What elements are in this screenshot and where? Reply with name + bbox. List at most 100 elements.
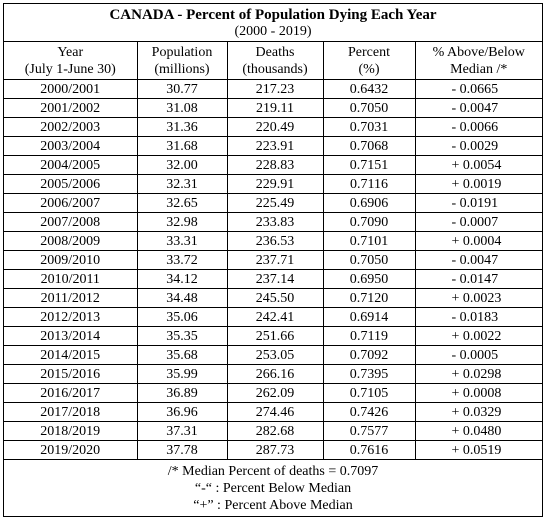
year-cell: 2001/2002 bbox=[4, 98, 138, 118]
above-below-median-cell: - 0.0183 bbox=[414, 307, 542, 327]
table-row: 2005/2006 32.31 229.91 0.7116 + 0.0019 bbox=[4, 174, 542, 194]
deaths-cell: 274.46 bbox=[226, 402, 324, 422]
table-row: 2016/2017 36.89 262.09 0.7105 + 0.0008 bbox=[4, 383, 542, 403]
year-cell: 2007/2008 bbox=[4, 212, 138, 232]
table-footer: /* Median Percent of deaths = 0.7097 “-“… bbox=[4, 460, 542, 514]
table-subtitle: (2000 - 2019) bbox=[234, 24, 312, 39]
table-row: 2019/2020 37.78 287.73 0.7616 + 0.0519 bbox=[4, 440, 542, 460]
year-cell: 2016/2017 bbox=[4, 383, 138, 403]
table-row: 2009/2010 33.72 237.71 0.7050- 0.0047 bbox=[4, 250, 542, 270]
population-cell: 33.31 bbox=[136, 231, 228, 251]
header-line-2: (thousands) bbox=[242, 61, 308, 77]
population-cell: 31.68 bbox=[136, 136, 228, 156]
deaths-cell: 219.11 bbox=[226, 98, 324, 118]
year-cell: 2012/2013 bbox=[4, 307, 138, 327]
header-row: Year (July 1-June 30) Population (millio… bbox=[4, 42, 542, 80]
year-cell: 2006/2007 bbox=[4, 193, 138, 213]
population-cell: 34.48 bbox=[136, 288, 228, 308]
percent-cell: 0.7092 bbox=[322, 345, 416, 365]
column-header-deaths: Deaths (thousands) bbox=[226, 42, 324, 80]
population-cell: 35.35 bbox=[136, 326, 228, 346]
above-below-median-cell: - 0.0047 bbox=[414, 250, 542, 270]
minus-legend: “-“ : Percent Below Median bbox=[194, 481, 352, 496]
table-row: 2002/2003 31.36 220.49 0.7031- 0.0066 bbox=[4, 117, 542, 137]
title-block: CANADA - Percent of Population Dying Eac… bbox=[4, 4, 542, 42]
above-below-median-cell: + 0.0298 bbox=[414, 364, 542, 384]
data-table: Year (July 1-June 30) Population (millio… bbox=[4, 42, 542, 460]
year-cell: 2009/2010 bbox=[4, 250, 138, 270]
population-cell: 37.31 bbox=[136, 421, 228, 441]
population-cell: 31.36 bbox=[136, 117, 228, 137]
year-cell: 2013/2014 bbox=[4, 326, 138, 346]
header-line-1: Deaths bbox=[255, 44, 295, 60]
header-line-2: (millions) bbox=[154, 61, 210, 77]
year-cell: 2003/2004 bbox=[4, 136, 138, 156]
median-note: /* Median Percent of deaths = 0.7097 bbox=[167, 464, 379, 479]
percent-cell: 0.7101 bbox=[322, 231, 416, 251]
population-cell: 32.00 bbox=[136, 155, 228, 175]
percent-cell: 0.7116 bbox=[322, 174, 416, 194]
above-below-median-cell: + 0.0019 bbox=[414, 174, 542, 194]
table-row: 2018/2019 37.31 282.68 0.7577 + 0.0480 bbox=[4, 421, 542, 441]
table-row: 2003/2004 31.68 223.91 0.7068- 0.0029 bbox=[4, 136, 542, 156]
percent-cell: 0.7050 bbox=[322, 250, 416, 270]
column-header-population: Population (millions) bbox=[136, 42, 228, 80]
deaths-cell: 237.14 bbox=[226, 269, 324, 289]
above-below-median-cell: - 0.0007 bbox=[414, 212, 542, 232]
percent-cell: 0.7119 bbox=[322, 326, 416, 346]
above-below-median-cell: + 0.0023 bbox=[414, 288, 542, 308]
above-below-median-cell: + 0.0329 bbox=[414, 402, 542, 422]
deaths-cell: 237.71 bbox=[226, 250, 324, 270]
above-below-median-cell: - 0.0066 bbox=[414, 117, 542, 137]
percent-cell: 0.7050 bbox=[322, 98, 416, 118]
above-below-median-cell: - 0.0665 bbox=[414, 79, 542, 99]
percent-cell: 0.6914 bbox=[322, 307, 416, 327]
year-cell: 2008/2009 bbox=[4, 231, 138, 251]
deaths-cell: 225.49 bbox=[226, 193, 324, 213]
population-cell: 31.08 bbox=[136, 98, 228, 118]
percent-cell: 0.7616 bbox=[322, 440, 416, 460]
year-cell: 2004/2005 bbox=[4, 155, 138, 175]
population-cell: 37.78 bbox=[136, 440, 228, 460]
year-cell: 2018/2019 bbox=[4, 421, 138, 441]
header-line-1: Percent bbox=[348, 44, 390, 60]
percent-cell: 0.7105 bbox=[322, 383, 416, 403]
deaths-cell: 228.83 bbox=[226, 155, 324, 175]
deaths-cell: 223.91 bbox=[226, 136, 324, 156]
table-row: 2010/2011 34.12 237.14 0.6950- 0.0147 bbox=[4, 269, 542, 289]
population-cell: 30.77 bbox=[136, 79, 228, 99]
above-below-median-cell: - 0.0005 bbox=[414, 345, 542, 365]
header-line-2: Median /* bbox=[450, 61, 508, 77]
table-row: 2012/2013 35.06 242.41 0.6914- 0.0183 bbox=[4, 307, 542, 327]
above-below-median-cell: - 0.0047 bbox=[414, 98, 542, 118]
deaths-cell: 262.09 bbox=[226, 383, 324, 403]
year-cell: 2005/2006 bbox=[4, 174, 138, 194]
above-below-median-cell: - 0.0029 bbox=[414, 136, 542, 156]
table-row: 2008/2009 33.31 236.53 0.7101 + 0.0004 bbox=[4, 231, 542, 251]
year-cell: 2011/2012 bbox=[4, 288, 138, 308]
deaths-cell: 233.83 bbox=[226, 212, 324, 232]
deaths-cell: 217.23 bbox=[226, 79, 324, 99]
population-cell: 36.89 bbox=[136, 383, 228, 403]
population-cell: 36.96 bbox=[136, 402, 228, 422]
above-below-median-cell: - 0.0191 bbox=[414, 193, 542, 213]
percent-cell: 0.7426 bbox=[322, 402, 416, 422]
percent-cell: 0.7395 bbox=[322, 364, 416, 384]
year-cell: 2015/2016 bbox=[4, 364, 138, 384]
header-line-1: Population bbox=[151, 44, 213, 60]
year-cell: 2019/2020 bbox=[4, 440, 138, 460]
above-below-median-cell: - 0.0147 bbox=[414, 269, 542, 289]
deaths-cell: 266.16 bbox=[226, 364, 324, 384]
above-below-median-cell: + 0.0022 bbox=[414, 326, 542, 346]
population-cell: 34.12 bbox=[136, 269, 228, 289]
above-below-median-cell: + 0.0480 bbox=[414, 421, 542, 441]
year-cell: 2002/2003 bbox=[4, 117, 138, 137]
table-row: 2014/2015 35.68 253.05 0.7092- 0.0005 bbox=[4, 345, 542, 365]
header-line-1: % Above/Below bbox=[432, 44, 525, 60]
year-cell: 2014/2015 bbox=[4, 345, 138, 365]
deaths-cell: 253.05 bbox=[226, 345, 324, 365]
deaths-cell: 245.50 bbox=[226, 288, 324, 308]
header-line-2: (%) bbox=[358, 61, 380, 77]
population-cell: 35.68 bbox=[136, 345, 228, 365]
above-below-median-cell: + 0.0004 bbox=[414, 231, 542, 251]
